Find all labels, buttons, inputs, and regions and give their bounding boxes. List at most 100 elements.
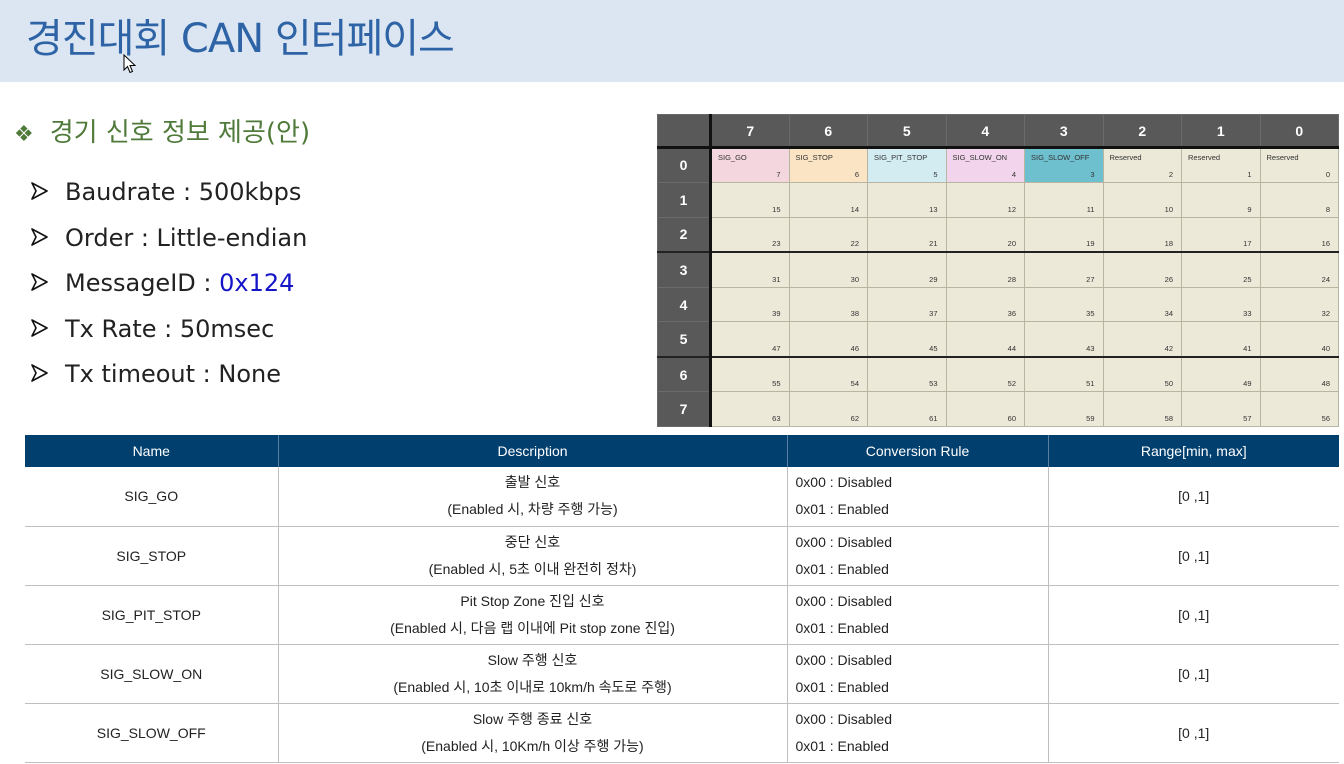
rule-disabled: 0x00 : Disabled — [795, 474, 893, 491]
bit-number: 55 — [772, 379, 781, 389]
spec-label: Tx Rate — [65, 314, 157, 343]
byte-label: 4 — [657, 286, 712, 323]
bit-number: 47 — [772, 343, 781, 353]
bit-cell: 14 — [788, 181, 868, 218]
bit-cell: 16 — [1259, 216, 1339, 253]
bit-cell: 13 — [867, 181, 947, 218]
description-title: Slow 주행 신호 — [487, 651, 578, 668]
signal-name: SIG_STOP — [25, 526, 279, 586]
bit-cell: 37 — [867, 286, 947, 323]
bit-cell: SIG_STOP 6 — [788, 147, 868, 183]
mouse-cursor-icon — [123, 54, 137, 74]
bit-number: 2 — [1168, 169, 1173, 179]
bit-number: 49 — [1243, 379, 1252, 389]
bit-cell: 62 — [788, 391, 868, 428]
bit-cell: 47 — [710, 321, 790, 358]
signal-description: Pit Stop Zone 진입 신호 (Enabled 시, 다음 랩 이내에 … — [278, 585, 788, 645]
bit-cell: 31 — [710, 251, 790, 288]
bit-number: 4 — [1011, 169, 1016, 179]
table-row: SIG_PIT_STOP Pit Stop Zone 진입 신호 (Enabled … — [25, 585, 1339, 645]
signal-label: SIG_GO — [718, 153, 747, 162]
byte-label: 7 — [657, 391, 712, 428]
bit-cell: 35 — [1024, 286, 1104, 323]
rule-enabled: 0x01 : Enabled — [795, 501, 889, 518]
bit-cell: 42 — [1102, 321, 1182, 358]
rule-enabled: 0x01 : Enabled — [795, 737, 889, 754]
arrowhead-bullet-icon — [31, 273, 48, 291]
bit-number: 40 — [1321, 343, 1330, 353]
bit-cell: Reserved 0 — [1259, 147, 1339, 183]
bit-number: 29 — [929, 274, 938, 284]
bit-number: 17 — [1243, 239, 1252, 249]
bit-number: 53 — [929, 379, 938, 389]
conversion-rule: 0x00 : Disabled 0x01 : Enabled — [787, 644, 1049, 704]
signal-label: SIG_STOP — [795, 153, 833, 162]
bit-number: 58 — [1164, 414, 1173, 424]
col-header-range: Range[min, max] — [1048, 435, 1339, 467]
description-detail: (Enabled 시, 차량 주행 가능) — [447, 501, 618, 518]
bit-header: 4 — [945, 114, 1025, 149]
bit-number: 31 — [772, 274, 781, 284]
bit-cell: 36 — [945, 286, 1025, 323]
rule-enabled: 0x01 : Enabled — [795, 560, 889, 577]
byte-row: 7 63 62 61 60 59 58 57 56 — [657, 391, 1339, 428]
bit-number: 26 — [1164, 274, 1173, 284]
bit-number: 45 — [929, 343, 938, 353]
col-header-conversion-rule: Conversion Rule — [787, 435, 1049, 467]
bit-header: 5 — [867, 114, 947, 149]
bit-cell: 24 — [1259, 251, 1339, 288]
spec-label: Order — [65, 223, 134, 252]
bit-number: 23 — [772, 239, 781, 249]
bit-cell: 32 — [1259, 286, 1339, 323]
bit-cell: 29 — [867, 251, 947, 288]
bit-cell: 25 — [1181, 251, 1261, 288]
bit-number: 46 — [850, 343, 859, 353]
bit-number: 44 — [1007, 343, 1016, 353]
bit-cell: 61 — [867, 391, 947, 428]
byte-row: 1 15 14 13 12 11 10 9 8 — [657, 181, 1339, 218]
spec-separator: : — [133, 223, 157, 252]
spec-value: None — [218, 360, 281, 388]
bit-cell: SIG_SLOW_OFF 3 — [1024, 147, 1104, 183]
bit-number: 21 — [929, 239, 938, 249]
conversion-rule: 0x00 : Disabled 0x01 : Enabled — [787, 467, 1049, 527]
bit-cell: 52 — [945, 355, 1025, 393]
rule-disabled: 0x00 : Disabled — [795, 533, 893, 550]
bit-cell: 17 — [1181, 216, 1261, 253]
arrowhead-bullet-icon — [31, 227, 48, 246]
bit-number: 6 — [854, 169, 859, 179]
spec-value: 0x124 — [219, 269, 295, 297]
bit-number: 36 — [1007, 309, 1016, 319]
bit-cell: Reserved 1 — [1181, 147, 1261, 183]
bit-number: 57 — [1243, 414, 1252, 424]
bit-number: 3 — [1090, 169, 1095, 179]
bit-number: 1 — [1247, 169, 1252, 179]
byte-row: 3 31 30 29 28 27 26 25 24 — [657, 251, 1339, 288]
bit-number: 60 — [1007, 414, 1016, 424]
bit-cell: 56 — [1259, 391, 1339, 428]
bit-number: 27 — [1086, 274, 1095, 284]
signal-description: Slow 주행 종료 신호 (Enabled 시, 10Km/h 이상 주행 가능… — [278, 703, 788, 763]
bit-cell: 12 — [945, 181, 1025, 218]
bit-cell: 10 — [1102, 181, 1182, 218]
byte-row: 6 55 54 53 52 51 50 49 48 — [657, 355, 1339, 393]
bit-number: 35 — [1086, 309, 1095, 319]
signal-range: [0 ,1] — [1048, 644, 1339, 704]
bit-cell: 8 — [1259, 181, 1339, 218]
bit-number: 32 — [1321, 309, 1330, 319]
section-title: 경기 신호 정보 제공(안) — [49, 118, 311, 148]
bit-number: 12 — [1007, 204, 1016, 214]
bit-number: 19 — [1086, 239, 1095, 249]
signal-range: [0 ,1] — [1048, 526, 1339, 586]
bit-cell: 44 — [945, 321, 1025, 358]
bit-layout-grid: 7 6 5 4 3 2 1 0 0 SIG_GO 7 SIG_STOP 6 SIG_PIT_STOP 5 SI… — [657, 114, 1339, 428]
bit-cell: 51 — [1024, 355, 1104, 393]
bit-number: 38 — [850, 309, 859, 319]
bit-header: 1 — [1181, 114, 1261, 149]
bit-number: 50 — [1164, 379, 1173, 389]
arrowhead-bullet-icon — [31, 182, 48, 200]
bit-number: 24 — [1321, 274, 1330, 284]
rule-enabled: 0x01 : Enabled — [795, 678, 889, 695]
bit-number: 0 — [1325, 169, 1330, 179]
spec-separator: : — [195, 269, 220, 297]
